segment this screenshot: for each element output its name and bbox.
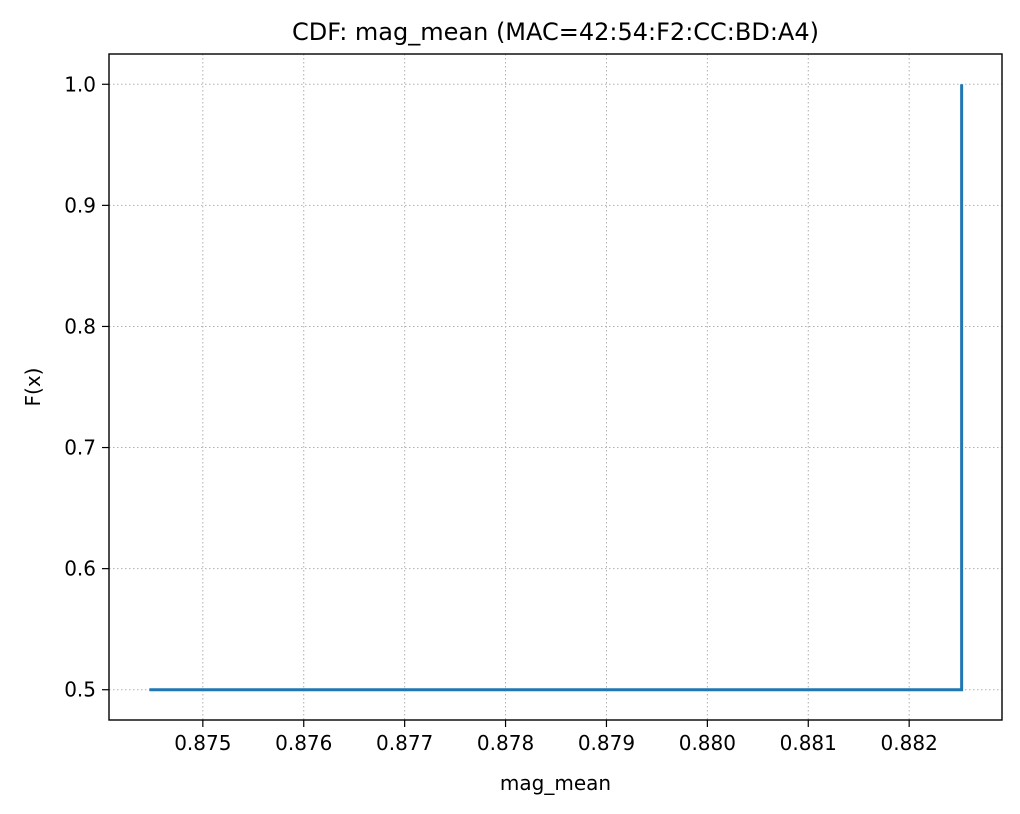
y-tick-label: 1.0 (64, 72, 96, 96)
grid-lines (109, 54, 1002, 720)
y-axis-ticks: 0.5 0.6 0.7 0.8 0.9 1.0 (64, 72, 109, 702)
y-tick-label: 0.8 (64, 314, 96, 338)
x-tick-label: 0.880 (679, 731, 736, 755)
plot-frame (108, 53, 1003, 721)
x-tick-label: 0.882 (881, 731, 938, 755)
x-tick-label: 0.881 (780, 731, 837, 755)
y-tick-label: 0.9 (64, 193, 96, 217)
chart-title: CDF: mag_mean (MAC=42:54:F2:CC:BD:A4) (292, 18, 819, 46)
x-tick-label: 0.877 (376, 731, 433, 755)
x-tick-label: 0.878 (477, 731, 534, 755)
y-tick-label: 0.5 (64, 678, 96, 702)
x-axis-label: mag_mean (500, 771, 611, 795)
y-tick-label: 0.6 (64, 557, 96, 581)
cdf-series-line (149, 84, 964, 692)
y-tick-label: 0.7 (64, 436, 96, 460)
x-tick-label: 0.876 (275, 731, 332, 755)
series-layer (149, 84, 964, 692)
x-tick-label: 0.875 (174, 731, 231, 755)
x-tick-label: 0.879 (578, 731, 635, 755)
y-axis-label: F(x) (21, 368, 45, 407)
x-axis-ticks: 0.875 0.876 0.877 0.878 0.879 0.880 0.881 0.882 (174, 720, 938, 755)
